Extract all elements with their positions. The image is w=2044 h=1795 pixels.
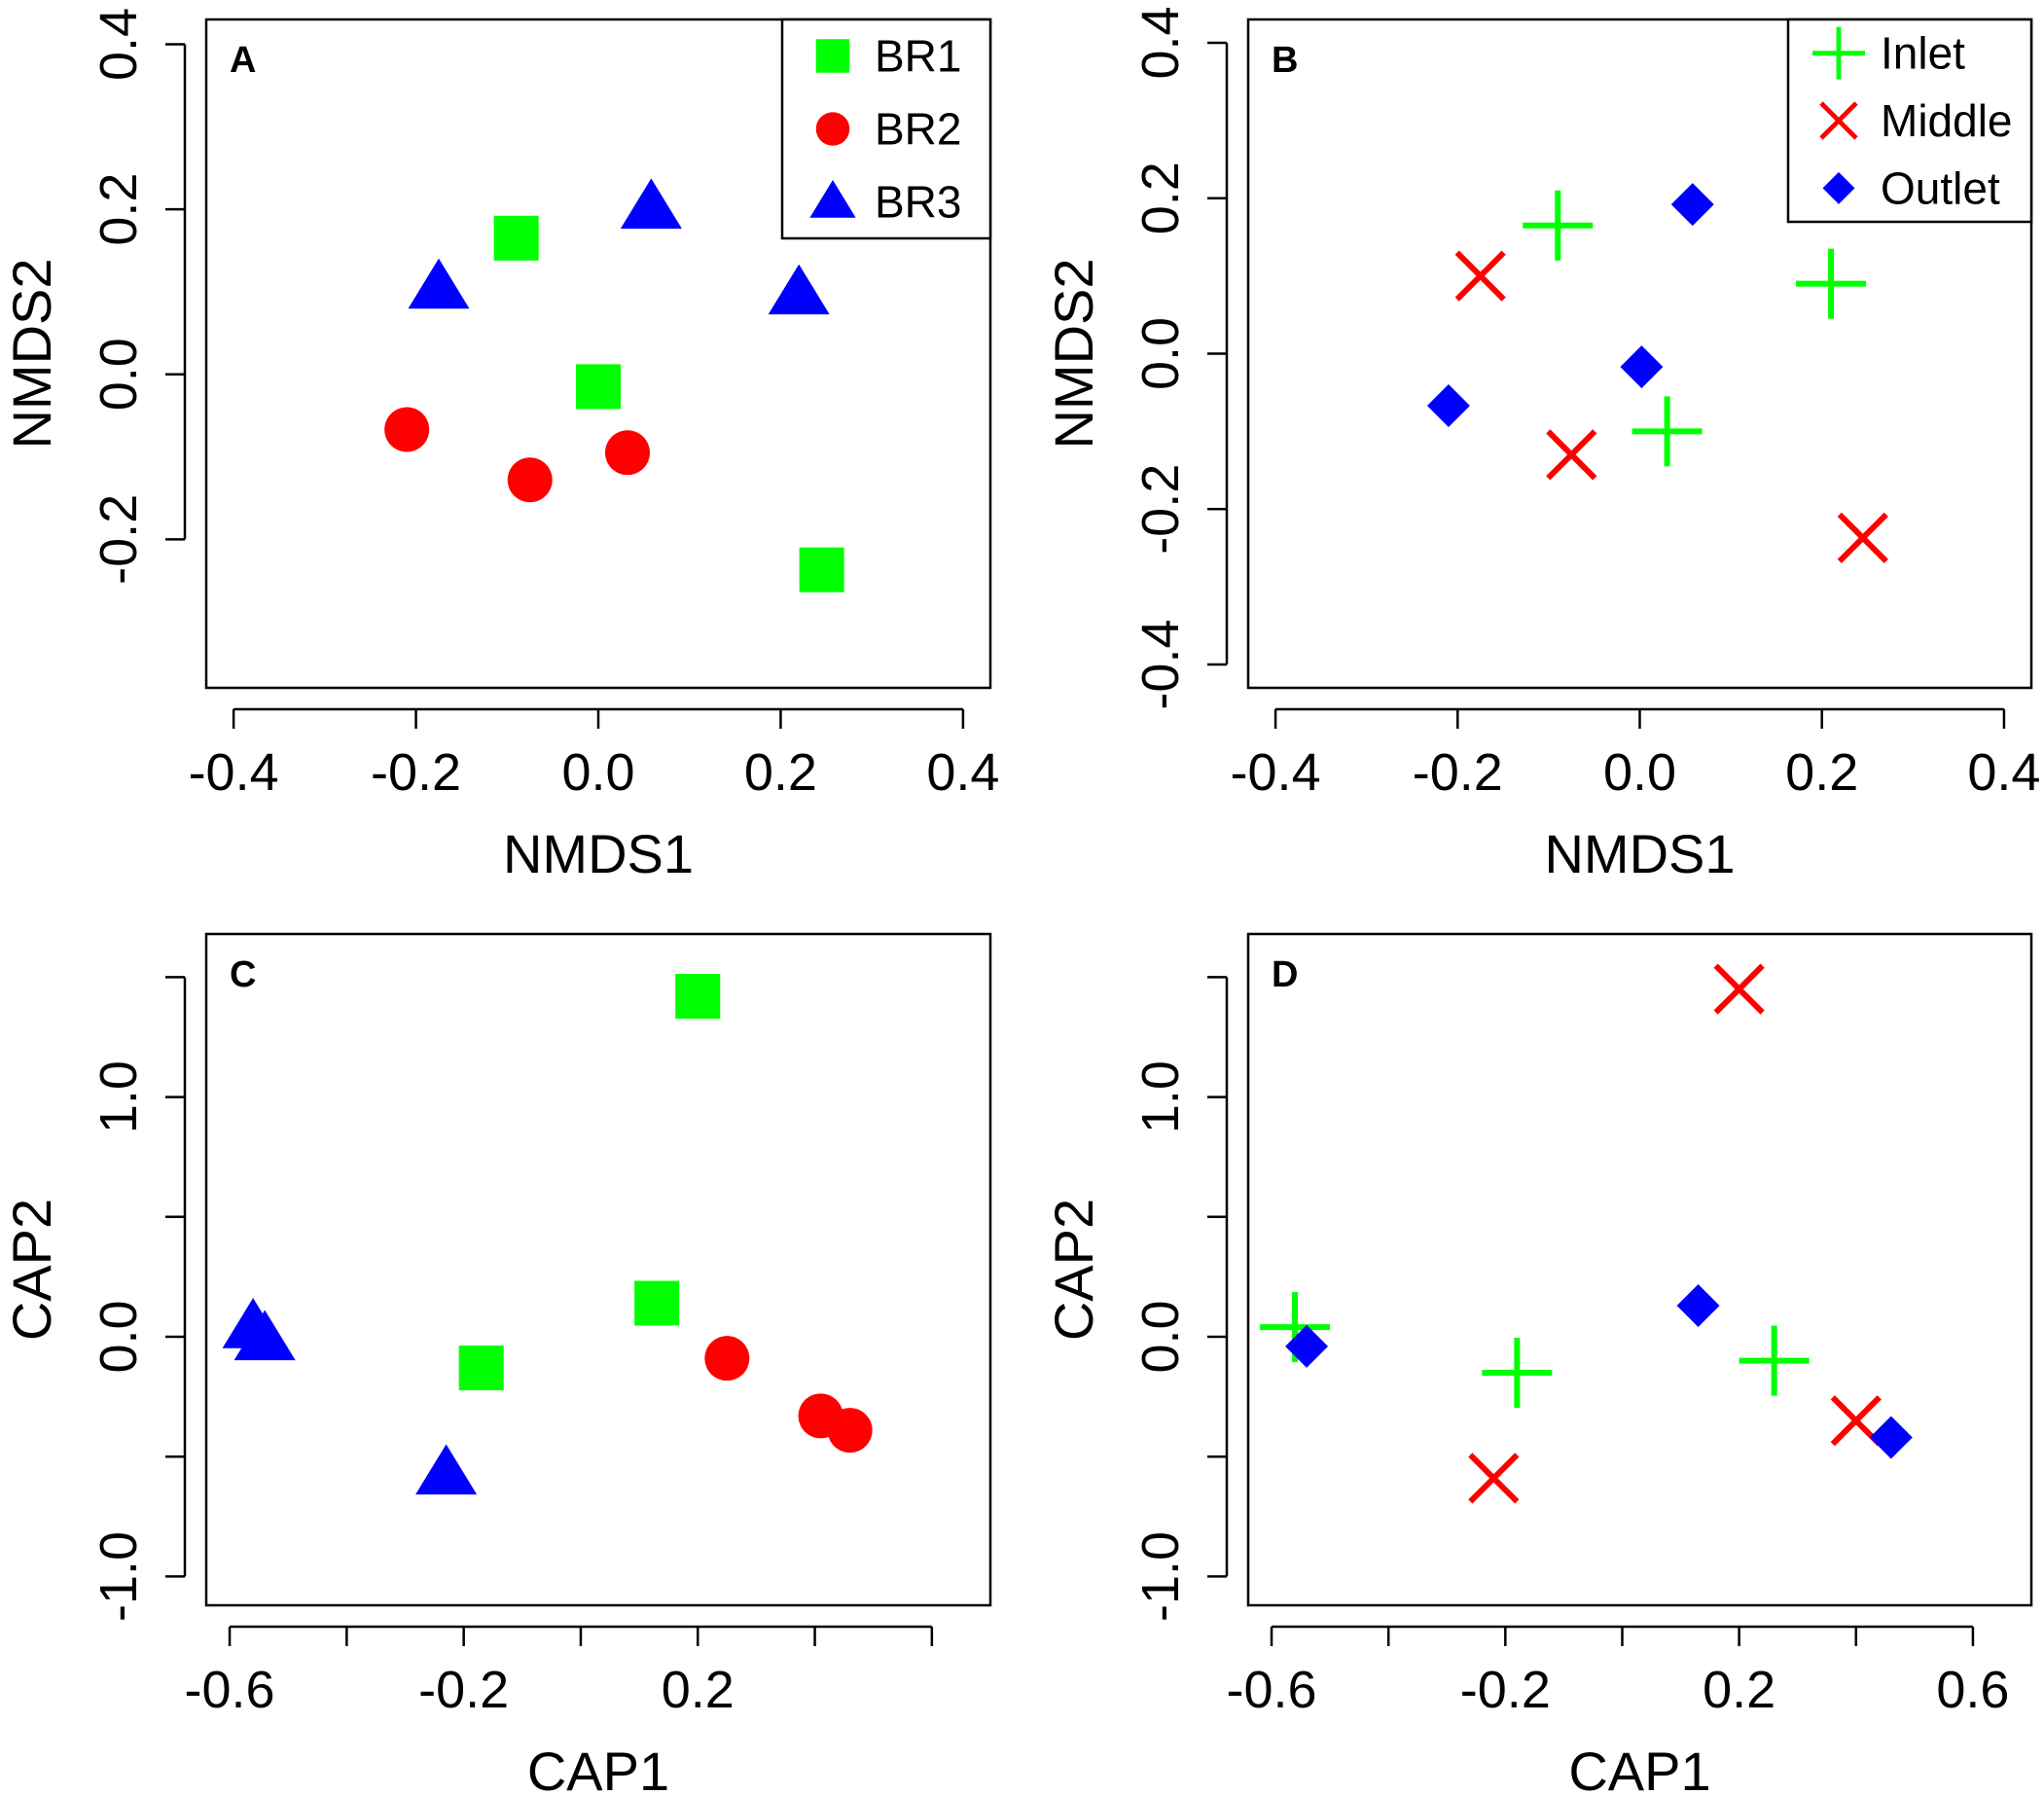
legend-label-inlet: Inlet [1881, 28, 1965, 79]
data-point-outlet [1426, 384, 1470, 428]
panel-label: B [1272, 40, 1298, 81]
panel-a: -0.4 -0.2 0.0 0.2 0.4 -0.2 0.0 0.2 0.4 NMDS1 NMDS2… [1, 8, 999, 884]
legend-label-br1: BR1 [875, 31, 961, 82]
x-tick-label: 0.0 [1603, 743, 1676, 802]
data-point-outlet [1670, 183, 1714, 227]
y-axis-title: CAP2 [1, 1199, 62, 1341]
data-point-inlet [1523, 190, 1594, 261]
y-tick-label: 0.2 [1131, 162, 1190, 234]
y-tick-label: -1.0 [90, 1531, 148, 1622]
data-point-br3 [408, 258, 470, 309]
panel-d: -0.6 -0.2 0.2 0.6 -1.0 0.0 1.0 CAP1 CAP2 D [1043, 932, 2033, 1795]
y-tick-label: 0.0 [1131, 317, 1190, 390]
y-tick-label: 0.0 [90, 1300, 148, 1373]
x-axis-title: CAP1 [527, 1741, 669, 1795]
data-point-br2 [827, 1408, 873, 1454]
x-tick-label: 0.4 [926, 743, 999, 802]
x-axis-title: NMDS1 [1544, 823, 1735, 884]
legend-marker-br3 [809, 180, 856, 218]
legend-marker-inlet [1812, 26, 1865, 80]
panel-label: C [230, 954, 256, 995]
y-tick-label: 0.4 [90, 8, 148, 81]
y-tick-label: 0.0 [1131, 1300, 1190, 1373]
x-axis-title: CAP1 [1568, 1741, 1710, 1795]
data-point-outlet [1676, 1283, 1720, 1327]
legend-marker-middle [1819, 101, 1858, 140]
y-tick-label: 1.0 [1131, 1060, 1190, 1133]
plot-frame [1246, 18, 2033, 690]
plot-frame [204, 18, 992, 690]
data-point-middle [1546, 429, 1597, 481]
legend-marker-outlet [1822, 171, 1855, 204]
data-point-br3 [620, 178, 682, 229]
data-point-br2 [704, 1336, 750, 1382]
x-tick-label: -0.4 [1231, 743, 1321, 802]
x-tick-label: 0.2 [662, 1661, 735, 1719]
data-point-br2 [384, 407, 430, 452]
x-tick-label: -0.6 [1226, 1661, 1316, 1719]
data-point-outlet [1620, 345, 1664, 389]
x-tick-label: 0.2 [1785, 743, 1858, 802]
legend: Inlet Middle Outlet [1786, 18, 2033, 224]
data-point-br1 [675, 974, 721, 1020]
y-tick-label: 0.2 [90, 173, 148, 246]
x-axis-title: NMDS1 [503, 823, 694, 884]
data-point-inlet [1796, 248, 1867, 319]
data-point-middle [1468, 1453, 1520, 1504]
data-point-inlet [1632, 396, 1703, 467]
x-tick-label: -0.4 [189, 743, 279, 802]
data-point-outlet [1869, 1416, 1913, 1459]
y-tick-label: 0.4 [1131, 6, 1190, 79]
data-point-middle [1837, 512, 1888, 563]
legend-label-outlet: Outlet [1881, 162, 2000, 213]
legend-marker-br2 [815, 112, 850, 146]
x-tick-label: -0.6 [185, 1661, 275, 1719]
panel-label: D [1272, 954, 1298, 995]
data-point-br1 [458, 1346, 504, 1391]
x-tick-label: -0.2 [1413, 743, 1503, 802]
y-tick-label: -1.0 [1131, 1531, 1190, 1622]
x-tick-label: 0.4 [1967, 743, 2040, 802]
x-tick-label: -0.2 [1460, 1661, 1551, 1719]
plot-frame [1246, 932, 2033, 1607]
data-point-br1 [634, 1280, 680, 1326]
data-point-outlet [1285, 1324, 1329, 1368]
y-axis-title: NMDS2 [1, 258, 62, 449]
data-point-br3 [768, 264, 830, 315]
plot-frame [204, 932, 992, 1607]
x-tick-label: 0.0 [561, 743, 634, 802]
y-axis-title: CAP2 [1043, 1199, 1104, 1341]
data-point-middle [1713, 963, 1765, 1015]
y-tick-label: -0.2 [1131, 464, 1190, 555]
data-point-br2 [604, 430, 650, 476]
x-tick-label: 0.6 [1936, 1661, 2009, 1719]
legend-label-middle: Middle [1881, 95, 2013, 146]
data-point-br1 [576, 364, 621, 410]
legend: BR1 BR2 BR3 [780, 18, 992, 240]
x-tick-label: 0.2 [1703, 1661, 1775, 1719]
data-point-br3 [233, 1310, 296, 1361]
panel-b: -0.4 -0.2 0.0 0.2 0.4 -0.4 -0.2 0.0 0.2 0.4 NMDS1 N… [1043, 6, 2040, 884]
legend-label-br2: BR2 [875, 104, 961, 155]
y-tick-label: -0.2 [90, 494, 148, 585]
y-tick-label: 0.0 [90, 338, 148, 411]
data-point-br1 [493, 215, 539, 261]
x-tick-label: 0.2 [744, 743, 817, 802]
panel-c: -0.6 -0.2 0.2 -1.0 0.0 1.0 CAP1 CAP2 C [1, 932, 992, 1795]
data-point-br3 [415, 1444, 478, 1495]
data-point-inlet [1739, 1325, 1810, 1396]
data-point-br2 [507, 457, 553, 503]
x-tick-label: -0.2 [371, 743, 461, 802]
data-point-middle [1454, 250, 1506, 302]
data-point-br1 [799, 547, 844, 592]
data-point-inlet [1482, 1337, 1553, 1408]
legend-label-br3: BR3 [875, 177, 961, 228]
x-tick-label: -0.2 [418, 1661, 509, 1719]
panel-label: A [230, 40, 256, 81]
y-tick-label: 1.0 [90, 1060, 148, 1133]
y-axis-title: NMDS2 [1043, 258, 1104, 449]
legend-marker-br1 [815, 39, 850, 73]
y-tick-label: -0.4 [1131, 620, 1190, 710]
